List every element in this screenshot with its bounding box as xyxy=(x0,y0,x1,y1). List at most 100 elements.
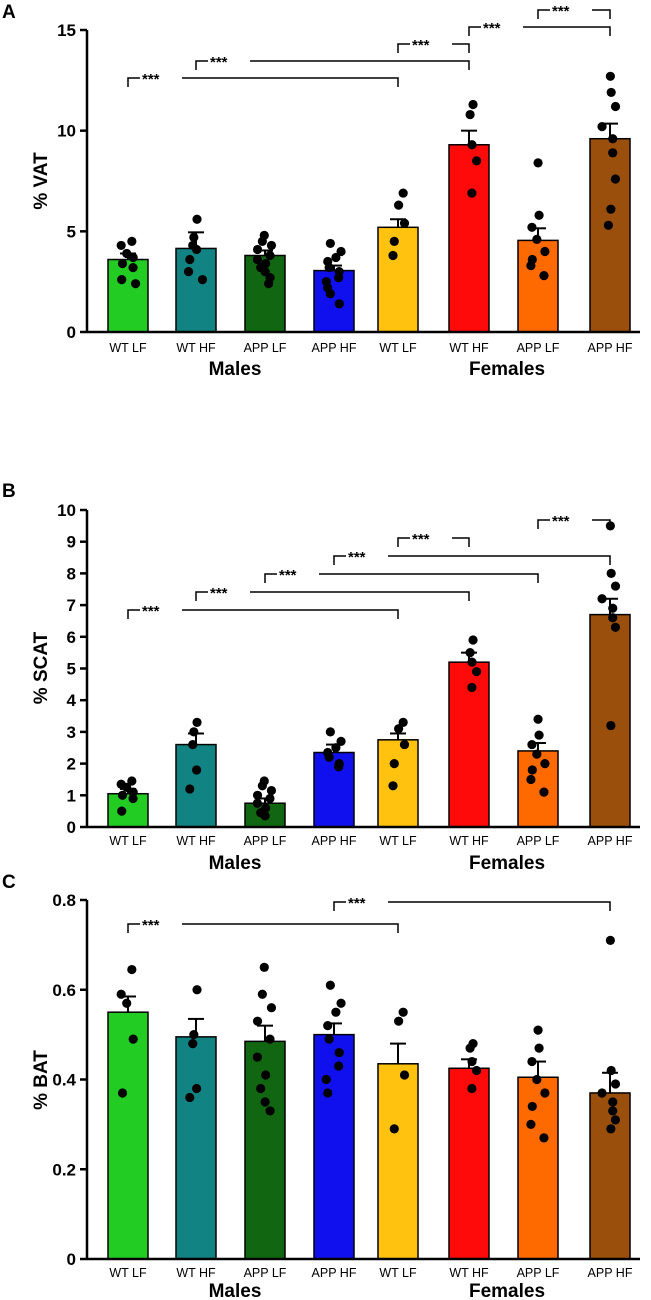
significance-label: *** xyxy=(142,917,160,934)
bar-5 xyxy=(377,1063,419,1260)
bar-2 xyxy=(175,247,217,333)
data-point xyxy=(468,99,478,110)
group-label-females: Females xyxy=(469,359,545,380)
significance-label: *** xyxy=(348,895,366,912)
significance-label: *** xyxy=(412,37,430,54)
y-tick-label: 0.4 xyxy=(52,1071,76,1090)
data-point xyxy=(325,727,335,737)
data-point xyxy=(527,739,537,750)
data-point xyxy=(534,210,544,220)
data-point xyxy=(116,240,126,251)
data-point xyxy=(608,613,618,623)
x-tick-label: WT LF xyxy=(109,834,147,848)
data-point xyxy=(331,252,341,263)
data-point xyxy=(526,260,536,271)
data-point xyxy=(128,252,138,263)
y-axis-title: % BAT xyxy=(31,1050,52,1110)
data-point xyxy=(534,1043,544,1053)
data-point xyxy=(325,238,335,249)
data-point xyxy=(252,798,262,808)
y-tick-label: 2 xyxy=(67,755,76,774)
data-point xyxy=(257,236,267,246)
data-point xyxy=(471,156,482,166)
data-point xyxy=(257,989,267,999)
group-label-males: Males xyxy=(209,1281,262,1300)
significance-bracket: *** xyxy=(333,549,611,566)
data-point xyxy=(188,1039,198,1049)
data-point xyxy=(185,1092,195,1103)
data-point xyxy=(603,220,613,230)
data-point xyxy=(389,1124,399,1134)
data-point xyxy=(606,720,616,731)
data-point xyxy=(336,998,346,1008)
data-point xyxy=(467,140,477,150)
bar-1 xyxy=(107,792,149,828)
data-point xyxy=(331,743,341,753)
data-point xyxy=(467,1056,477,1067)
data-point xyxy=(608,134,618,144)
data-point xyxy=(266,240,277,251)
significance-label: *** xyxy=(412,531,430,548)
data-point xyxy=(130,279,141,289)
x-tick-label: APP LF xyxy=(244,1266,287,1280)
data-point xyxy=(399,218,410,228)
significance-label: *** xyxy=(210,585,228,602)
significance-bracket: *** xyxy=(127,603,399,620)
x-tick-label: APP HF xyxy=(588,341,633,355)
bar-6 xyxy=(448,1067,490,1260)
data-point xyxy=(526,1119,536,1129)
data-point xyxy=(608,148,618,158)
data-point xyxy=(539,271,549,281)
data-point xyxy=(260,811,270,821)
data-point xyxy=(532,1074,542,1085)
data-point xyxy=(605,935,615,945)
x-tick-label: APP LF xyxy=(517,834,560,848)
data-point xyxy=(265,1034,275,1044)
data-point xyxy=(331,1007,341,1017)
data-point xyxy=(117,275,127,285)
data-point xyxy=(122,998,132,1008)
x-tick-label: APP HF xyxy=(588,1266,633,1280)
data-point xyxy=(252,244,263,255)
y-tick-label: 0.8 xyxy=(52,891,76,910)
x-tick-label: WT HF xyxy=(176,341,216,355)
data-point xyxy=(265,793,275,804)
data-point xyxy=(324,262,334,273)
significance-bracket: *** xyxy=(264,567,539,584)
bar-6 xyxy=(448,144,490,333)
data-point xyxy=(117,258,128,269)
y-tick-label: 15 xyxy=(57,21,76,40)
data-point xyxy=(325,289,335,299)
group-label-females: Females xyxy=(469,853,545,874)
significance-bracket: *** xyxy=(127,71,399,88)
data-point xyxy=(398,1007,408,1017)
x-tick-label: APP LF xyxy=(517,1266,560,1280)
data-point xyxy=(192,1083,202,1094)
data-point xyxy=(527,222,537,232)
data-point xyxy=(532,234,542,244)
data-point xyxy=(597,594,607,604)
data-point xyxy=(533,158,543,168)
x-tick-label: WT HF xyxy=(449,1266,489,1280)
data-point xyxy=(189,232,199,242)
x-tick-label: WT LF xyxy=(109,341,147,355)
bar-7 xyxy=(517,239,559,333)
data-point xyxy=(606,1124,616,1134)
data-point xyxy=(467,682,477,693)
y-tick-label: 1 xyxy=(67,786,76,805)
data-point xyxy=(471,667,482,677)
significance-bracket: *** xyxy=(195,54,470,71)
bar-8 xyxy=(589,613,631,828)
data-point xyxy=(127,776,137,786)
data-point xyxy=(261,1070,271,1080)
data-point xyxy=(532,749,542,759)
y-tick-label: 3 xyxy=(67,723,76,742)
data-point xyxy=(597,1088,607,1098)
data-point xyxy=(398,188,408,198)
panel-c: C % BAT WT LF WT HF APP LF APP HF WT LF WT HF AP… xyxy=(2,872,640,1300)
data-point xyxy=(534,730,544,740)
data-point xyxy=(610,581,621,591)
x-tick-label: WT LF xyxy=(379,834,417,848)
data-point xyxy=(183,267,194,277)
